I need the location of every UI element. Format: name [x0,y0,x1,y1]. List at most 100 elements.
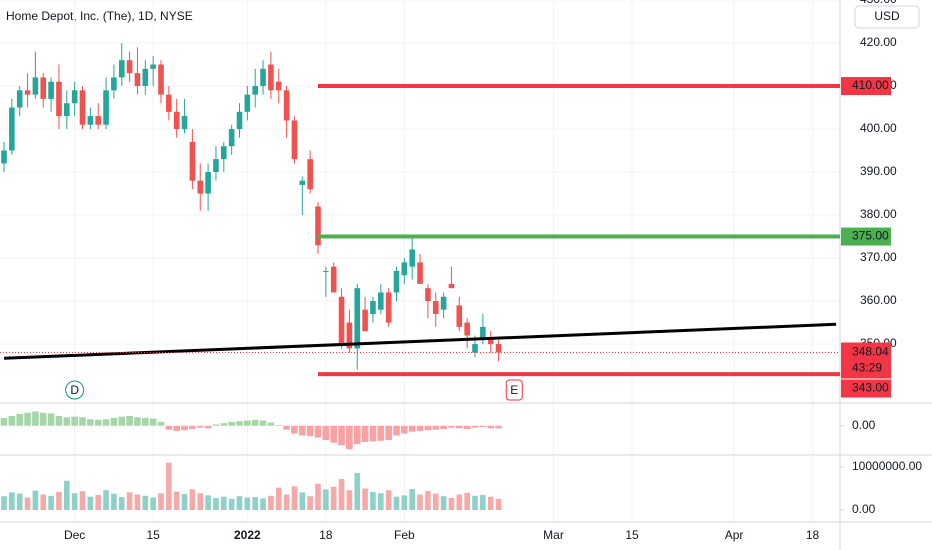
histogram-bar [330,425,337,443]
volume-bar [448,497,455,511]
y-tick-label: 420.00 [860,35,897,49]
trendline [3,322,837,360]
candle-body [189,141,196,181]
histogram-bar [448,425,455,428]
countdown: 43:29 [852,361,882,375]
candle-body [299,180,306,185]
histogram-bar [118,416,126,426]
candle-body [487,339,494,345]
volume-bar [472,495,478,511]
candle-body [315,206,321,246]
volume-bar [95,494,101,511]
event-label[interactable]: E [510,383,518,397]
volume-bar [48,495,54,511]
currency[interactable]: USD [874,9,900,23]
candle-body [40,77,47,99]
candle-body [95,116,101,125]
candle-body [71,90,78,104]
x-tick-label: 18 [319,528,333,542]
volume-bar [401,495,408,511]
histogram-bar [259,420,267,426]
candle-body [323,270,329,272]
volume-bar [221,496,227,511]
histogram-bar [299,425,306,436]
y-tick-label: 370.00 [860,250,897,264]
event-label[interactable]: D [70,383,79,397]
histogram-bar [24,412,31,426]
volume-bar [330,486,337,511]
level-label-box [841,77,891,96]
volume-bar [24,497,31,511]
candle-body [260,68,266,87]
volume-bar [409,488,415,511]
histogram-bar [346,425,353,450]
candle-body [181,116,188,130]
volume-bar [40,494,47,511]
candle-body [354,288,361,349]
candle-body [370,301,376,314]
volume-bar [354,473,361,511]
event-marker[interactable] [505,379,523,401]
histogram-bar [32,411,39,426]
volume-bar [268,495,274,511]
candle-body [111,77,117,91]
volume-bar [315,483,321,511]
volume-bar [134,494,141,511]
candle-body [126,60,133,74]
histogram-bar [244,420,251,426]
event-marker[interactable] [65,380,85,400]
volume-bar [480,494,486,511]
volume-bar [425,491,431,511]
candle-body [134,73,141,87]
histogram-bar [63,417,71,426]
currency-button[interactable] [854,5,920,29]
level-label: 410.00 [852,78,889,92]
histogram-bar [212,424,220,426]
candle-body [440,296,447,310]
volume-bar [432,493,439,511]
volume-bar [244,497,251,511]
histogram-bar [228,421,235,426]
candle-body [150,64,156,69]
x-tick-label: Apr [725,528,744,542]
histogram-bar [416,425,424,431]
candle-body [142,68,149,87]
histogram-bar [87,419,94,426]
x-tick-label: 15 [146,528,160,542]
volume-bar [346,490,353,511]
last-price-label: 348.04 [852,345,889,359]
histogram-bar [322,425,330,441]
level-label: 375.00 [852,229,889,243]
candle-body [378,292,384,310]
candle-body [385,292,392,323]
histogram-bar [424,425,432,431]
histogram-bar [495,425,502,429]
volume-bar [126,492,133,511]
y-tick-label: 0.00 [852,502,876,516]
candle-body [409,249,415,267]
histogram-bar [361,425,369,442]
histogram-bar [440,425,447,429]
y-tick-label: 400.00 [860,121,897,135]
histogram-bar [134,417,141,426]
candle-body [268,64,274,91]
candle-body [330,266,337,293]
histogram-bar [275,425,283,426]
level-label-box [841,227,891,246]
candle-body [205,172,211,194]
histogram-bar [220,423,228,426]
volume-bar [495,498,502,511]
histogram-bar [463,425,471,429]
volume-bar [307,496,313,511]
histogram-bar [267,422,275,426]
volume-bar [173,491,180,511]
histogram-bar [487,425,494,429]
volume-bar [111,493,117,511]
volume-bar [71,493,78,511]
volume-bar [236,496,243,511]
x-tick-label: Dec [64,528,85,542]
candle-body [425,288,431,302]
volume-bar [9,492,15,511]
volume-bar [252,497,258,511]
